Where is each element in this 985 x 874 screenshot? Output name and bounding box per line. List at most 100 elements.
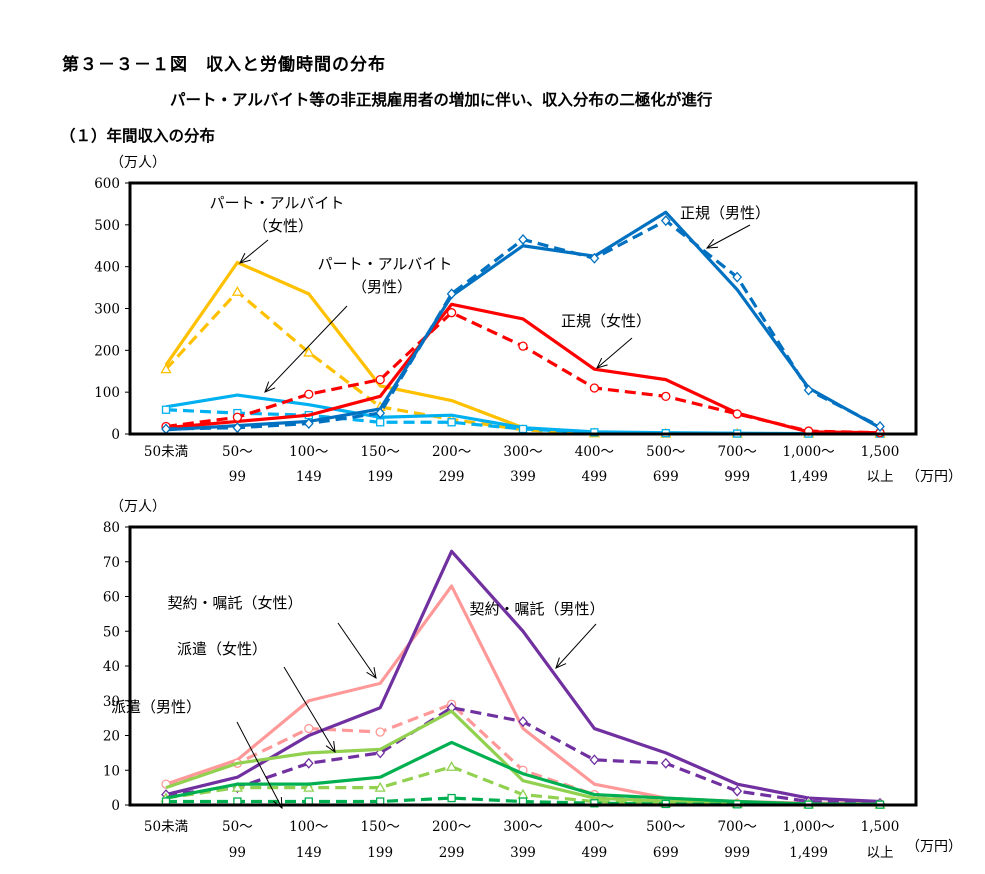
y-tick-label: 20: [103, 729, 120, 745]
y-tick-label: 60: [103, 590, 120, 606]
arrow-head: [239, 252, 251, 264]
chart-panel-1: （万人） 0 100 200 300 400 500 600 50未満 50～ 99 100～ 149 1…: [94, 155, 962, 485]
data-point: [446, 308, 457, 318]
x-tick-label: 299: [439, 845, 465, 861]
x-tick-label: 399: [510, 845, 536, 861]
data-point: [590, 799, 599, 808]
arrow-head: [273, 796, 283, 810]
arrow-head: [264, 381, 276, 393]
data-point: [374, 781, 386, 792]
x-tick-label: 150～: [361, 444, 400, 460]
data-point: [303, 418, 314, 430]
series-3: [165, 549, 881, 804]
x-tick-label: 1,500: [861, 819, 900, 835]
x-tick-label: 999: [724, 845, 750, 861]
x-tick-label: 100～: [289, 819, 328, 835]
data-point: [160, 363, 172, 374]
x-tick-label: 199: [367, 845, 393, 861]
series-annotation: 正規（女性）: [561, 312, 651, 369]
annotation-label: パート・アルバイト: [318, 255, 453, 273]
figure-subtitle: パート・アルバイト等の非正規雇用者の増加に伴い、収入分布の二極化が進行: [170, 91, 713, 109]
annotation-arrow: [239, 239, 269, 264]
x-tick-label: 200～: [432, 819, 471, 835]
x-tick-label: 50未満: [144, 819, 188, 835]
x-tick-label: 1,000～: [783, 444, 835, 460]
series-annotation: パート・アルバイト （女性）: [210, 194, 345, 264]
data-point: [231, 781, 244, 792]
data-point: [375, 727, 385, 737]
annotation-label: 派遣（男性）: [111, 698, 201, 716]
data-point: [518, 233, 528, 245]
annotation-arrow: [264, 305, 348, 393]
series-8: [161, 215, 885, 435]
annotation-arrow: [596, 337, 633, 369]
y-tick-label: 0: [111, 798, 120, 814]
data-point: [231, 285, 244, 296]
section-title: （１）年間収入の分布: [60, 127, 216, 145]
annotation-arrow: [706, 224, 751, 249]
x-tick-label: 1,500: [861, 444, 900, 460]
x-tick-label: 200～: [432, 444, 471, 460]
data-point: [518, 341, 528, 351]
x-tick-label: 500～: [646, 444, 685, 460]
data-point: [660, 757, 671, 769]
annotation-label: （女性）: [253, 217, 313, 235]
annotation-label: パート・アルバイト: [210, 194, 345, 212]
arrow-head: [555, 657, 567, 669]
x-tick-label: 99: [229, 469, 246, 485]
x-tick-label: 400～: [575, 444, 614, 460]
data-point: [803, 384, 814, 396]
y-tick-label: 400: [94, 260, 120, 276]
data-point: [447, 793, 456, 803]
y-tick-label: 30: [103, 694, 120, 710]
y-tick-label: 10: [103, 763, 120, 779]
data-point: [732, 409, 742, 419]
annotation-label: 契約・嘱託（男性）: [469, 600, 604, 618]
data-point: [660, 215, 671, 227]
data-point: [589, 383, 600, 393]
y-tick-label: 0: [111, 427, 120, 443]
series-annotation: 派遣（男性）: [111, 698, 283, 810]
x-tick-label: 500～: [646, 819, 685, 835]
x-tick-label: 499: [582, 469, 608, 485]
x-tick-label: 400～: [575, 819, 614, 835]
annotation-label: （男性）: [352, 278, 412, 296]
series-annotation: パート・アルバイト （男性）: [264, 255, 453, 393]
x-tick-label: 699: [653, 845, 679, 861]
data-point: [232, 412, 243, 422]
y-tick-label: 500: [94, 218, 120, 234]
series-annotation: 契約・嘱託（男性）: [469, 600, 605, 669]
data-point: [304, 723, 314, 734]
x-tick-label: 299: [439, 469, 465, 485]
x-tick-label: 50未満: [144, 444, 188, 460]
x-tick-label: 699: [653, 469, 679, 485]
series-line: [165, 219, 881, 431]
data-point: [590, 428, 599, 437]
x-tick-label: 399: [510, 469, 536, 485]
annotation-arrow: [337, 622, 377, 679]
plot-frame: [128, 525, 918, 807]
annotation-arrow: [283, 666, 336, 753]
x-tick-label: 700～: [718, 444, 757, 460]
annotation-label: 契約・嘱託（女性）: [167, 594, 302, 612]
data-point: [875, 420, 885, 432]
x-tick-label: 150～: [361, 819, 400, 835]
chart-panel-2: （万人） 0 10 20 30 40 50 60 70 80 50未満 50～ 99 100～ 149 150…: [103, 499, 962, 861]
x-tick-label: 999: [724, 469, 750, 485]
arrow-head: [325, 741, 336, 754]
arrow-head: [705, 239, 719, 249]
x-tick-label: 1,499: [789, 469, 828, 485]
figure-title: 第３－３－１図 収入と労働時間の分布: [62, 55, 386, 75]
data-point: [303, 781, 315, 792]
x-tick-label: 149: [296, 469, 322, 485]
data-point: [518, 424, 528, 434]
x-tick-label: 700～: [718, 819, 757, 835]
data-point: [161, 405, 171, 414]
data-point: [375, 374, 385, 385]
series-line: [165, 549, 881, 804]
y-tick-label: 100: [94, 385, 120, 401]
x-tick-label: 300～: [503, 819, 542, 835]
x-tick-label: 50～: [222, 444, 253, 460]
y-tick-label: 70: [103, 555, 120, 571]
annotation-arrow: [555, 623, 597, 669]
